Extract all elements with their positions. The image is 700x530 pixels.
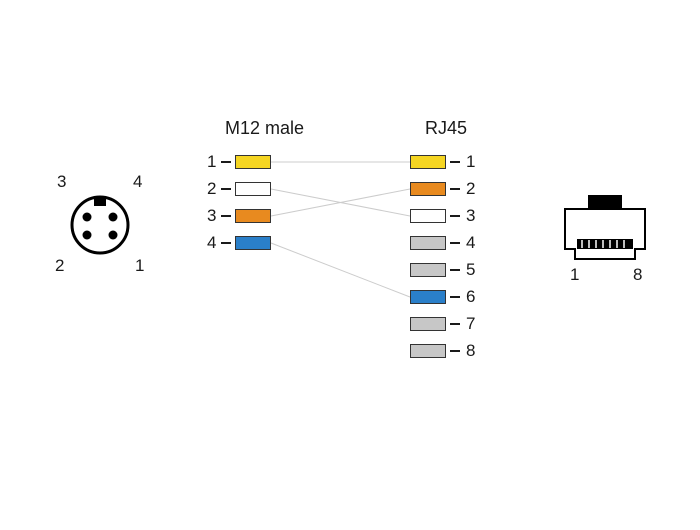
m12-pin-box-2	[235, 182, 271, 196]
rj45-pin-box-3	[410, 209, 446, 223]
rj45-pin-tick-8	[450, 350, 460, 352]
rj45-pin-tick-4	[450, 242, 460, 244]
rj45-pin-box-6	[410, 290, 446, 304]
rj45-pin-box-7	[410, 317, 446, 331]
m12-pin-box-3	[235, 209, 271, 223]
rj45-pin-box-1	[410, 155, 446, 169]
rj45-header: RJ45	[425, 118, 467, 139]
m12-pin-box-1	[235, 155, 271, 169]
rj45-pin-number-6: 6	[466, 287, 475, 307]
m12-pin-tick-4	[221, 242, 231, 244]
rj45-pin-box-2	[410, 182, 446, 196]
rj45-pin-tick-1	[450, 161, 460, 163]
rj45-pin-tick-6	[450, 296, 460, 298]
m12-face-pin-3: 3	[57, 172, 66, 192]
m12-header: M12 male	[225, 118, 304, 139]
rj45-pin-tick-7	[450, 323, 460, 325]
m12-pin-tick-3	[221, 215, 231, 217]
rj45-pin-tick-2	[450, 188, 460, 190]
m12-face-pin-2: 2	[55, 256, 64, 276]
rj45-pin-number-7: 7	[466, 314, 475, 334]
rj45-pin-box-8	[410, 344, 446, 358]
m12-pin-number-2: 2	[207, 179, 216, 199]
wire-4-to-6	[271, 243, 410, 297]
rj45-pin-tick-5	[450, 269, 460, 271]
rj45-pin-number-2: 2	[466, 179, 475, 199]
rj45-pin-box-5	[410, 263, 446, 277]
rj45-face-pin-1: 1	[570, 265, 579, 285]
m12-pin-tick-2	[221, 188, 231, 190]
m12-pin-tick-1	[221, 161, 231, 163]
wire-2-to-3	[271, 189, 410, 216]
m12-pin-number-3: 3	[207, 206, 216, 226]
rj45-face-pin-8: 8	[633, 265, 642, 285]
rj45-pin-number-1: 1	[466, 152, 475, 172]
rj45-pin-number-8: 8	[466, 341, 475, 361]
m12-face-pin-1: 1	[135, 256, 144, 276]
rj45-pin-box-4	[410, 236, 446, 250]
rj45-pin-tick-3	[450, 215, 460, 217]
m12-pin-box-4	[235, 236, 271, 250]
m12-face-pin-4: 4	[133, 172, 142, 192]
rj45-pin-number-4: 4	[466, 233, 475, 253]
wire-3-to-2	[271, 189, 410, 216]
m12-pin-number-4: 4	[207, 233, 216, 253]
rj45-pin-number-5: 5	[466, 260, 475, 280]
m12-pin-number-1: 1	[207, 152, 216, 172]
rj45-pin-number-3: 3	[466, 206, 475, 226]
